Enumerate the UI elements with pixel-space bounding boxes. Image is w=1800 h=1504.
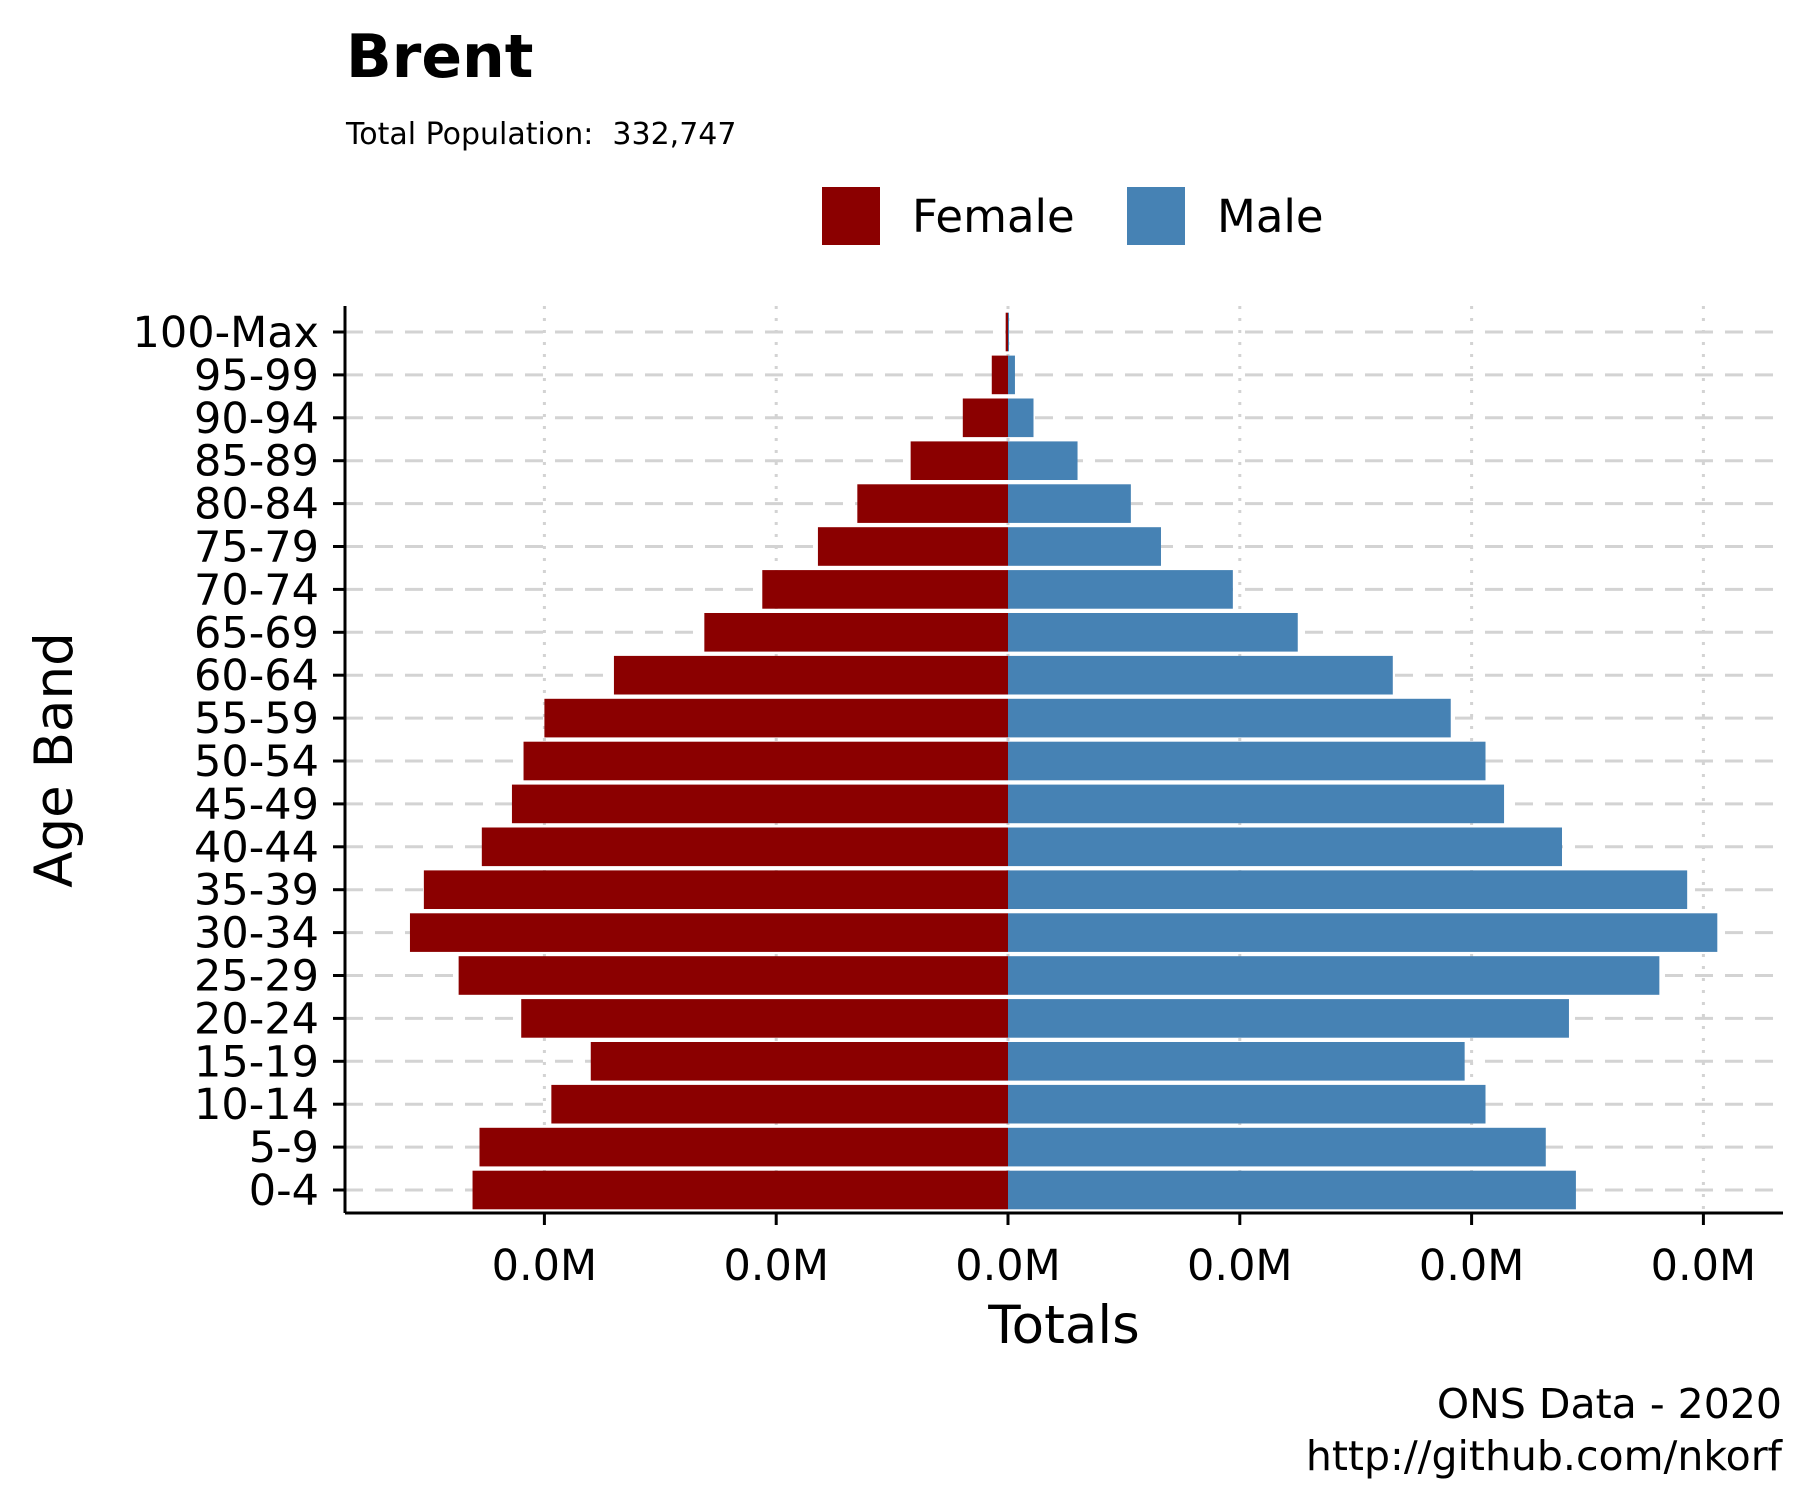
bar-female-0-4 <box>472 1170 1008 1210</box>
bar-female-55-59 <box>544 698 1008 738</box>
legend-female-label: Female <box>912 190 1075 243</box>
y-tick-label: 40-44 <box>194 823 319 873</box>
y-tick-label: 70-74 <box>194 565 319 615</box>
bar-male-95-99 <box>1008 355 1015 395</box>
x-tick-label: 0.0M <box>1419 1241 1524 1291</box>
bar-female-50-54 <box>523 741 1008 781</box>
bar-male-70-74 <box>1008 570 1233 609</box>
bar-male-90-94 <box>1008 398 1034 438</box>
y-tick-label: 45-49 <box>194 780 319 830</box>
y-tick-label: 5-9 <box>249 1123 319 1173</box>
bar-male-30-34 <box>1008 913 1718 952</box>
bar-female-25-29 <box>458 956 1008 995</box>
bar-female-65-69 <box>704 612 1008 652</box>
x-tick-label: 0.0M <box>492 1241 597 1291</box>
y-tick-label: 20-24 <box>194 994 319 1044</box>
bar-male-10-14 <box>1008 1084 1486 1124</box>
bar-male-35-39 <box>1008 870 1688 910</box>
bar-female-95-99 <box>991 355 1008 395</box>
legend-male-label: Male <box>1217 190 1324 243</box>
bar-male-45-49 <box>1008 784 1505 824</box>
bar-female-60-64 <box>613 655 1008 695</box>
y-tick-label: 95-99 <box>194 351 319 401</box>
chart-subtitle: Total Population: 332,747 <box>345 117 736 152</box>
bar-male-55-59 <box>1008 698 1451 738</box>
x-tick-label: 0.0M <box>1187 1241 1292 1291</box>
bar-male-100-Max <box>1008 312 1009 352</box>
y-tick-label: 25-29 <box>194 952 319 1002</box>
y-tick-label: 100-Max <box>133 308 320 358</box>
bar-female-70-74 <box>762 570 1008 609</box>
y-tick-label: 35-39 <box>194 866 319 916</box>
y-tick-label: 15-19 <box>194 1037 319 1087</box>
bar-female-10-14 <box>551 1084 1008 1124</box>
bar-male-20-24 <box>1008 999 1569 1038</box>
y-tick-label: 90-94 <box>194 394 319 444</box>
bar-female-40-44 <box>481 827 1009 867</box>
x-tick-label: 0.0M <box>723 1241 828 1291</box>
y-axis-title: Age Band <box>24 632 85 887</box>
caption-source: ONS Data - 2020 <box>1437 1380 1782 1428</box>
bar-male-60-64 <box>1008 655 1393 695</box>
y-tick-label: 30-34 <box>194 909 319 959</box>
y-tick-label: 80-84 <box>194 480 319 530</box>
bar-male-25-29 <box>1008 956 1660 995</box>
y-tick-label: 60-64 <box>194 651 319 701</box>
y-axis-ticks: 0-45-910-1415-1920-2425-2930-3435-3940-4… <box>133 308 345 1216</box>
caption-url: http://github.com/nkorf <box>1306 1432 1784 1480</box>
y-tick-label: 65-69 <box>194 608 319 658</box>
x-axis-title: Totals <box>987 1295 1139 1356</box>
y-tick-label: 0-4 <box>249 1166 319 1216</box>
bar-male-75-79 <box>1008 527 1161 566</box>
bar-male-85-89 <box>1008 441 1078 481</box>
bar-female-100-Max <box>1005 312 1008 352</box>
chart-title: Brent <box>346 22 533 92</box>
bar-female-20-24 <box>521 999 1008 1038</box>
legend: Female Male <box>822 187 1324 245</box>
bar-male-40-44 <box>1008 827 1563 867</box>
x-tick-label: 0.0M <box>955 1241 1060 1291</box>
bar-male-0-4 <box>1008 1170 1576 1210</box>
bar-male-5-9 <box>1008 1127 1546 1167</box>
y-tick-label: 75-79 <box>194 523 319 573</box>
bar-male-50-54 <box>1008 741 1486 781</box>
bar-female-35-39 <box>423 870 1008 910</box>
y-tick-label: 10-14 <box>194 1080 319 1130</box>
bar-female-90-94 <box>962 398 1008 438</box>
y-tick-label: 85-89 <box>194 437 319 487</box>
y-tick-label: 55-59 <box>194 694 319 744</box>
legend-male-swatch <box>1127 187 1185 245</box>
bars <box>409 312 1718 1210</box>
bar-female-75-79 <box>817 527 1008 566</box>
x-tick-label: 0.0M <box>1651 1241 1756 1291</box>
bar-female-45-49 <box>511 784 1008 824</box>
bar-male-65-69 <box>1008 612 1298 652</box>
bar-male-15-19 <box>1008 1041 1465 1081</box>
bar-female-80-84 <box>857 484 1008 523</box>
legend-female-swatch <box>822 187 880 245</box>
bar-male-80-84 <box>1008 484 1131 523</box>
bar-female-30-34 <box>409 913 1008 952</box>
x-axis-ticks: 0.0M 0.0M 0.0M 0.0M 0.0M 0.0M <box>492 1213 1756 1291</box>
bar-female-85-89 <box>910 441 1008 481</box>
bar-female-15-19 <box>590 1041 1008 1081</box>
bar-female-5-9 <box>479 1127 1009 1167</box>
y-tick-label: 50-54 <box>194 737 319 787</box>
